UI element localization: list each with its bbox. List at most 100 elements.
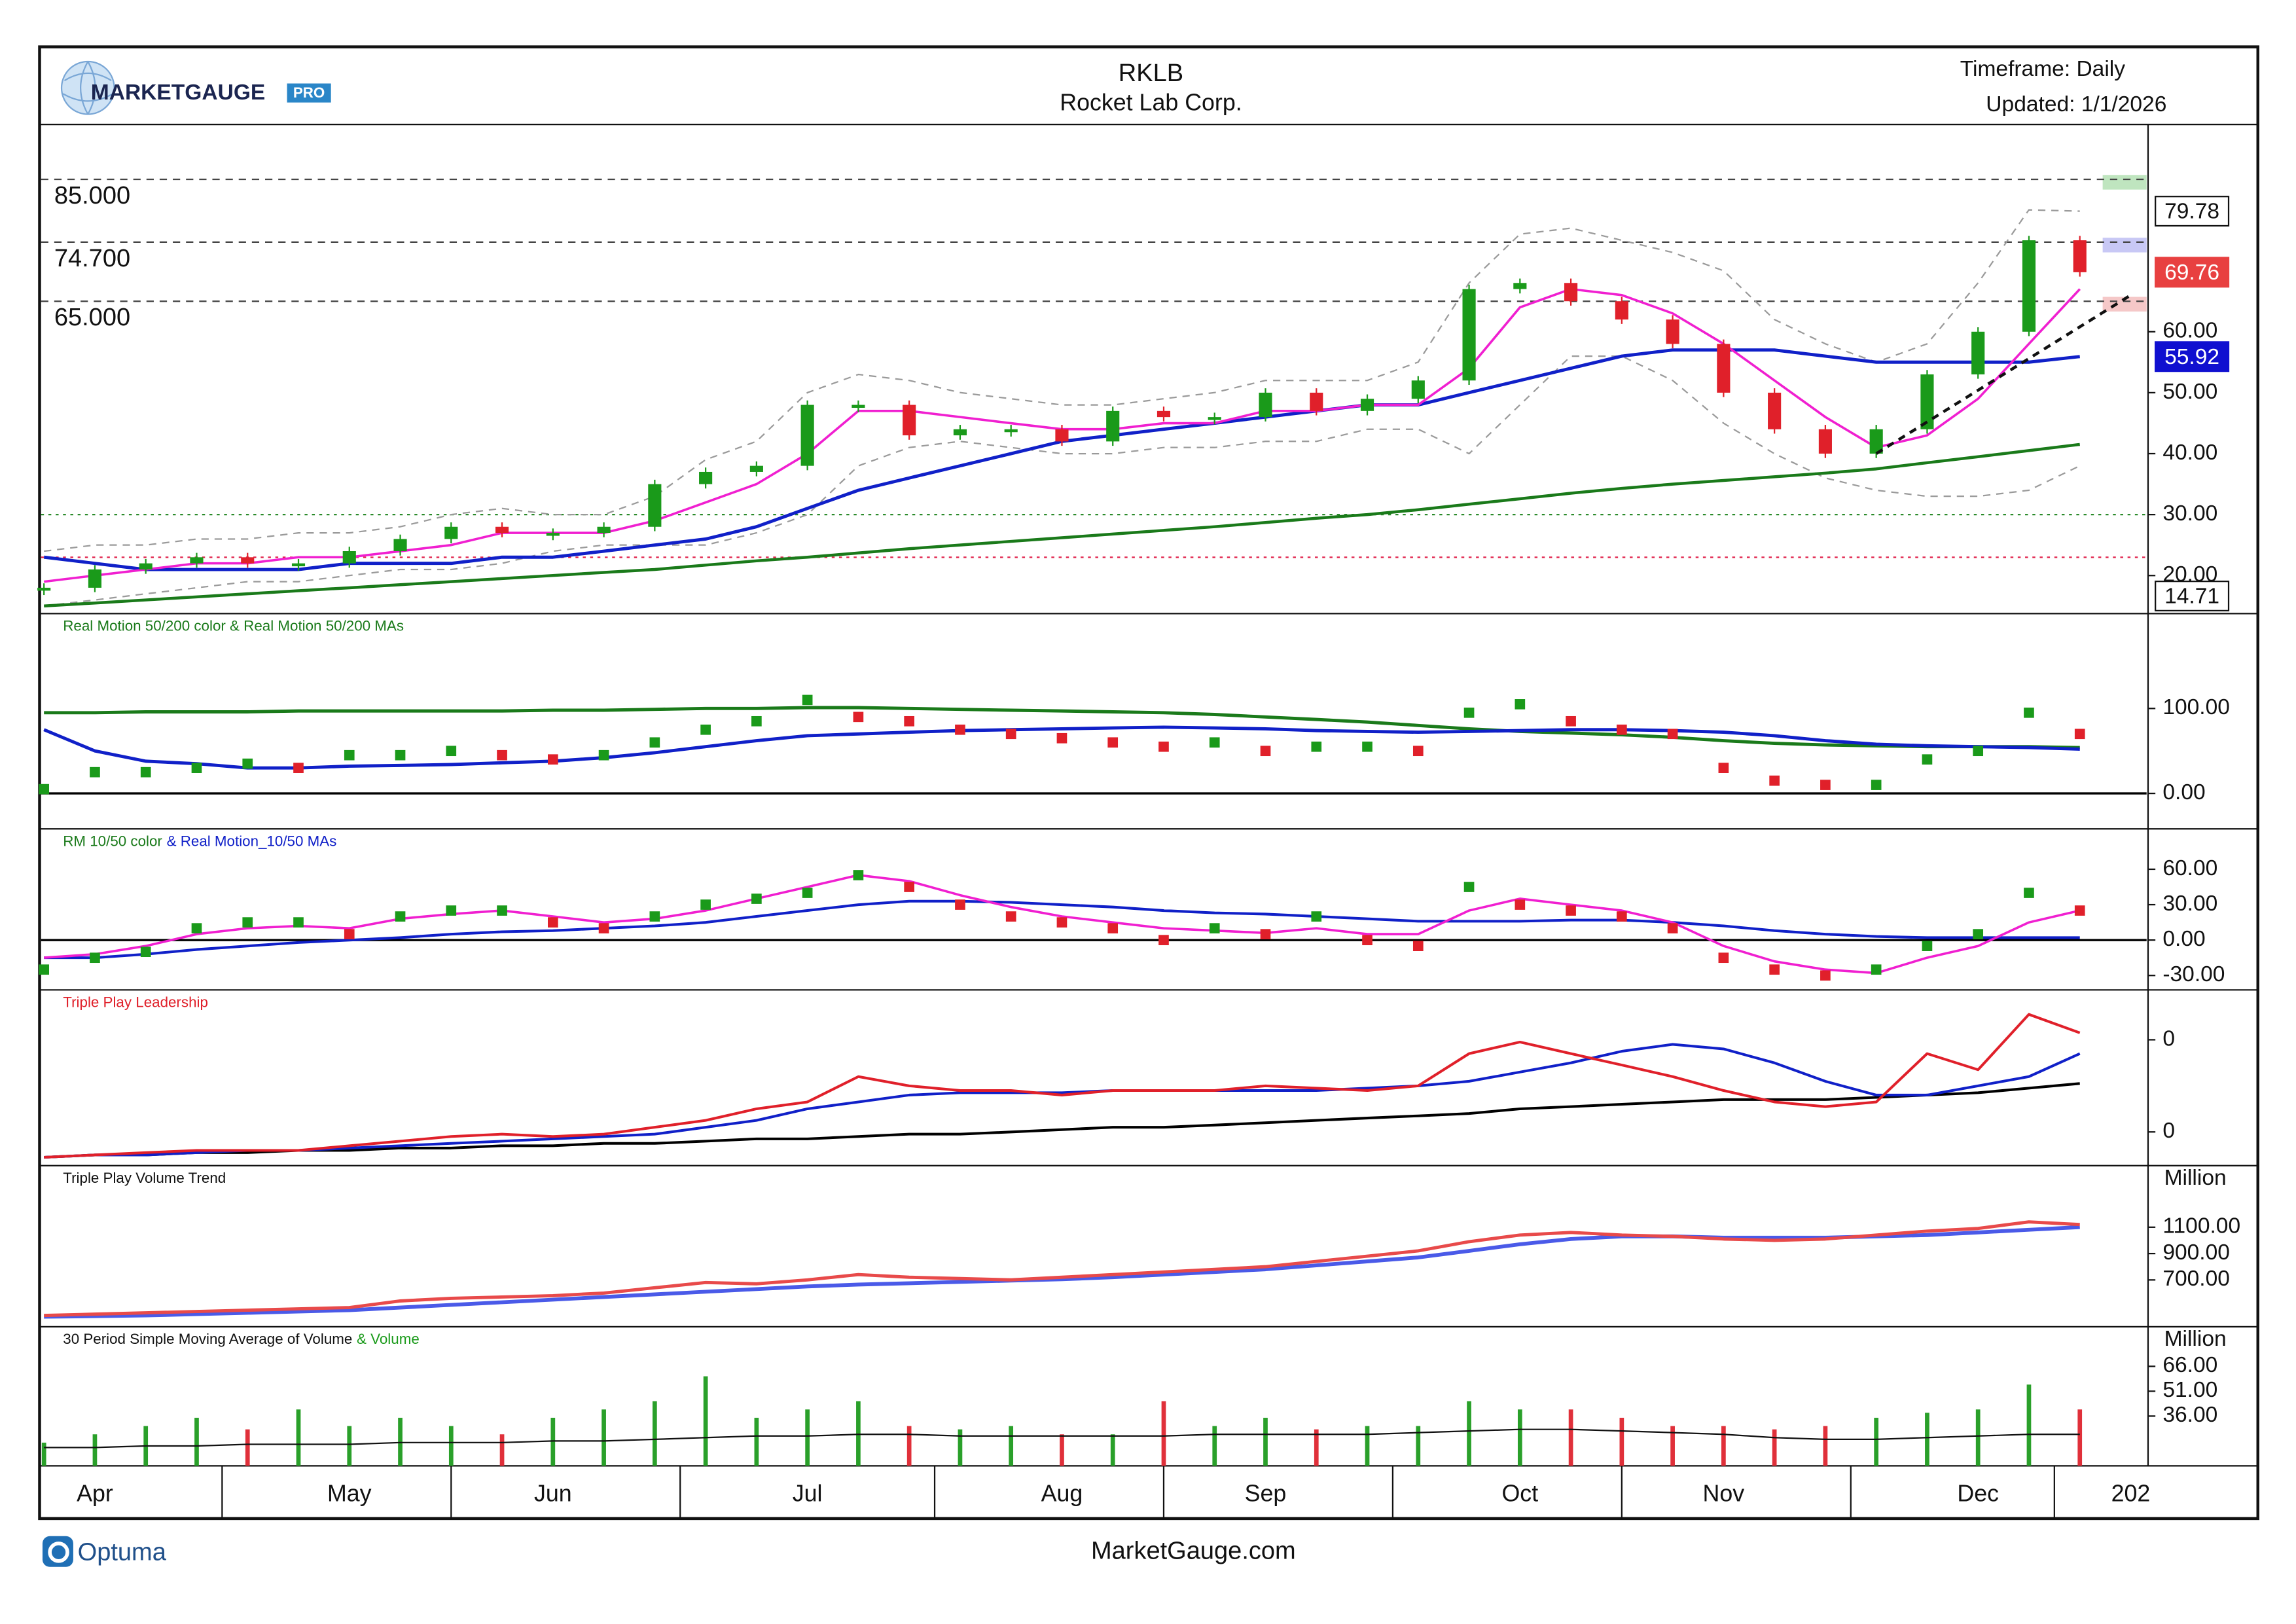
indicator-square [1463,707,1475,718]
candle [1869,429,1883,454]
volume-bar [906,1426,912,1466]
panel-title: Triple Play Volume Trend [63,1170,226,1186]
indicator-square [904,715,914,727]
indicator-square [1973,746,1984,757]
candle [1411,380,1425,399]
x-tick-label: 202 [2111,1481,2151,1507]
candle [1208,417,1221,420]
candle [1818,429,1832,454]
indicator-square [1107,923,1119,933]
indicator-square [395,749,406,761]
indicator-square [39,964,50,975]
price-label-box [2155,257,2230,288]
volume-bar [1110,1434,1115,1466]
indicator-square [547,754,558,765]
candle [1004,429,1018,433]
indicator-square [802,888,813,898]
volume-bar [1517,1409,1522,1466]
volume-bar [2026,1384,2032,1466]
indicator-square [140,947,151,958]
candle [1971,331,1985,374]
indicator-square [700,724,711,735]
level-label: 85.000 [54,182,130,209]
volume-bar [1467,1401,1471,1466]
volume-bar [550,1417,556,1466]
candle [1920,374,1934,429]
indicator-square [1667,923,1678,933]
volume-bar [1263,1417,1268,1466]
panel-title: 30 Period Simple Moving Average of Volum… [63,1331,352,1347]
indicator-square [191,923,202,933]
indicator-square [1718,763,1729,773]
frame [38,45,2259,1521]
logo-badge-bg [287,83,331,103]
panel-title: RM 10/50 color [63,833,162,849]
volume-bar [499,1434,505,1466]
indicator-square [90,767,100,778]
candle [139,563,152,569]
candle [1564,283,1578,302]
indicator-square [1107,737,1119,748]
x-tick-label: Oct [1501,1481,1538,1507]
indicator-square [751,893,762,904]
indicator-square [395,911,406,922]
indicator-square [2074,729,2085,740]
x-tick-label: Jun [534,1481,572,1507]
indicator-square [1871,780,1882,790]
x-tick-label: Apr [77,1481,113,1507]
indicator-square [853,870,864,880]
indicator-square [1412,941,1424,951]
indicator-square [2074,905,2085,916]
trendline [1875,293,2132,455]
volume-bar [1212,1426,1217,1466]
volume-bar [1975,1409,1981,1466]
volume-bar [1925,1413,1929,1466]
candle [1513,283,1527,289]
indicator-square [446,905,457,916]
y-tick-label: 100.00 [2162,695,2230,719]
y-tick-label: 1100.00 [2162,1214,2240,1238]
volume-bar [1823,1426,1828,1466]
panel-title: Triple Play Leadership [63,994,208,1010]
indicator-square [1718,952,1729,964]
indicator-square [1769,775,1780,786]
footer-brand: Optuma [78,1539,167,1566]
indicator-square [649,737,660,748]
logo-badge: PRO [293,84,325,101]
indicator-square [1922,754,1933,765]
level-label: 65.000 [54,304,130,331]
series-line [44,1082,2080,1159]
candle [1717,344,1731,393]
indicator-square [802,695,813,706]
footer-logo-mark [48,1542,69,1563]
candle [1462,289,1476,381]
candle [241,557,255,564]
volume-bar [41,1442,46,1466]
volume-bar [1619,1417,1624,1466]
indicator-square [1311,741,1322,752]
indicator-square [1566,715,1576,727]
indicator-square [955,724,965,735]
candle [393,539,407,552]
indicator-square [1973,929,1984,939]
indicator-square [1412,746,1424,757]
x-tick-label: Jul [793,1481,823,1507]
y-tick-label: 0.00 [2162,927,2205,951]
indicator-square [140,767,151,778]
updated-date: Updated: 1/1/2026 [1986,92,2166,117]
indicator-square [2024,707,2034,718]
volume-bar [296,1409,301,1466]
indicator-square [1362,741,1372,752]
indicator-square [242,917,253,928]
volume-bar [1161,1401,1166,1466]
indicator-square [293,917,304,928]
candle [903,405,916,436]
indicator-square [242,758,253,769]
indicator-square [1922,941,1933,951]
y-tick-label: 60.00 [2162,856,2217,880]
candle [1360,399,1374,411]
series-line [44,706,2080,749]
indicator-square [1463,882,1475,892]
level-zone [2102,238,2147,253]
